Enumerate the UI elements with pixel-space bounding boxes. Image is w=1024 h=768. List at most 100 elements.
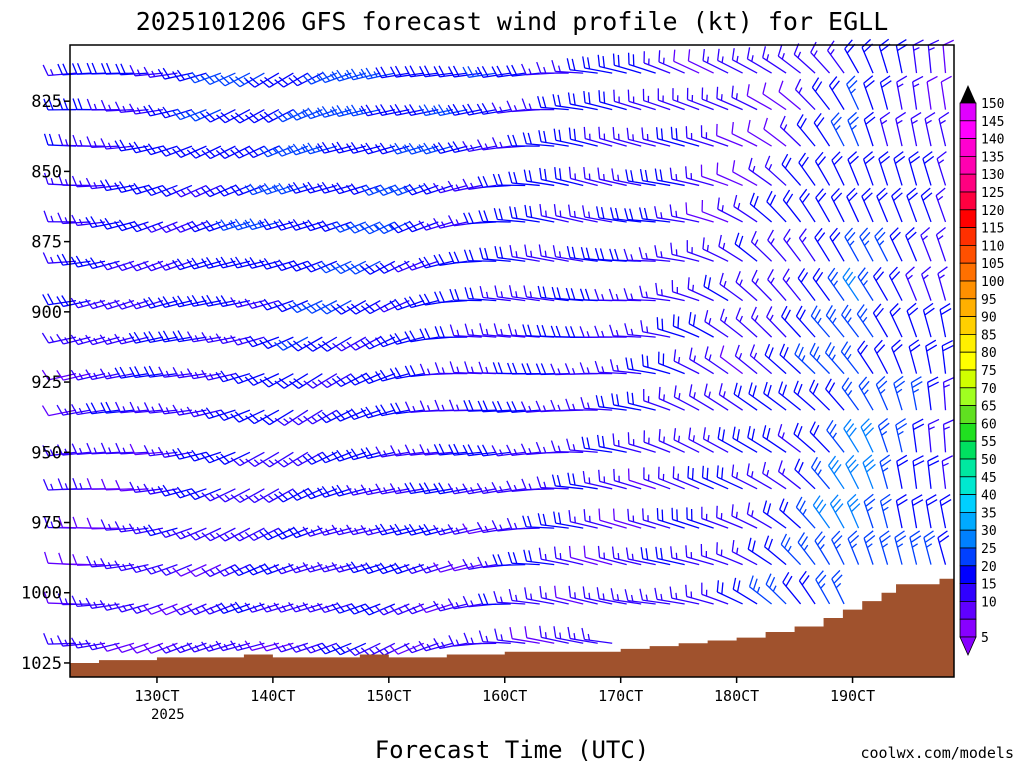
barb-full — [567, 92, 571, 105]
barb-full — [71, 175, 78, 188]
barb-full — [689, 347, 693, 360]
barb-full — [249, 374, 259, 384]
barb-full — [536, 61, 542, 74]
barb-staff — [862, 462, 874, 490]
barb-full — [468, 399, 474, 412]
barb-full — [878, 417, 888, 427]
barb-staff — [862, 158, 874, 186]
barb-half — [866, 506, 873, 512]
barb-half — [928, 426, 935, 430]
barb-full — [302, 304, 313, 314]
barb-full — [910, 535, 922, 543]
barb-full — [497, 173, 503, 186]
barb-half — [544, 553, 547, 561]
wind-barb — [655, 282, 685, 302]
wind-barb — [781, 305, 802, 338]
barb-full — [749, 344, 756, 356]
barb-full — [494, 285, 499, 298]
barb-half — [224, 533, 230, 540]
barb-full — [419, 363, 426, 375]
barb-half — [412, 405, 416, 413]
barb-staff — [658, 477, 685, 490]
barb-full — [536, 476, 542, 488]
barb-full — [434, 326, 440, 338]
x-tick-label: 130CT — [134, 687, 179, 705]
barb-full — [230, 114, 241, 124]
barb-full — [201, 567, 211, 577]
barb-full — [346, 341, 356, 351]
barb-full — [404, 365, 412, 377]
barb-full — [201, 641, 210, 652]
colorbar-label: 90 — [981, 311, 997, 326]
wind-barb — [433, 104, 468, 117]
barb-full — [598, 126, 601, 139]
barb-staff — [717, 438, 743, 453]
barb-half — [426, 643, 432, 650]
barb-half — [166, 225, 172, 232]
barb-half — [165, 646, 171, 652]
barb-full — [581, 627, 586, 640]
barb-full — [58, 516, 64, 528]
barb-full — [553, 626, 557, 638]
barb-half — [416, 145, 422, 152]
barb-full — [926, 499, 938, 507]
barb-full — [585, 247, 590, 260]
barb-staff — [687, 477, 714, 490]
barb-full — [259, 459, 270, 468]
wind-barb — [612, 53, 642, 74]
barb-half — [136, 406, 141, 413]
barb-full — [736, 429, 740, 441]
barb-full — [769, 576, 776, 589]
barb-full — [452, 141, 460, 152]
barb-full — [509, 206, 513, 218]
barb-full — [462, 595, 469, 608]
barb-full — [716, 542, 718, 554]
barb-full — [360, 340, 370, 350]
barb-staff — [812, 504, 831, 529]
barb-staff — [831, 578, 845, 605]
barb-full — [389, 483, 397, 494]
barb-full — [717, 197, 720, 210]
barb-full — [597, 167, 601, 180]
barb-full — [205, 147, 216, 157]
barb-full — [523, 285, 528, 298]
barb-staff — [845, 463, 860, 490]
barb-full — [346, 646, 356, 656]
wind-barb — [345, 561, 381, 574]
barb-full — [493, 208, 498, 220]
barb-full — [895, 418, 906, 426]
barb-full — [128, 184, 137, 195]
barb-half — [675, 210, 678, 218]
colorbar-label: 140 — [981, 133, 1004, 148]
wind-barb — [389, 260, 425, 273]
colorbar-swatch — [959, 583, 977, 602]
barb-half — [180, 531, 186, 538]
barb-half — [397, 449, 402, 456]
barb-half — [93, 301, 98, 308]
wind-barb — [670, 242, 700, 262]
barb-full — [215, 411, 225, 421]
barb-staff — [719, 356, 744, 375]
barb-staff — [829, 236, 845, 262]
barb-full — [921, 266, 932, 275]
wind-barb — [794, 458, 816, 490]
barb-full — [244, 565, 254, 576]
barb-staff — [921, 273, 932, 301]
wind-barb — [360, 562, 396, 575]
barb-half — [93, 103, 98, 111]
wind-barb — [566, 438, 598, 453]
wind-barb — [912, 418, 925, 453]
barb-full — [263, 298, 273, 309]
barb-half — [528, 483, 532, 490]
barb-full — [499, 246, 504, 259]
wind-barb — [781, 153, 802, 186]
barb-half — [912, 388, 920, 394]
barb-full — [896, 494, 907, 502]
barb-full — [767, 268, 774, 280]
barb-half — [722, 391, 726, 398]
barb-full — [408, 142, 417, 154]
barb-full — [404, 401, 411, 413]
barb-full — [524, 626, 528, 638]
barb-full — [702, 48, 705, 61]
wind-barb — [597, 167, 627, 187]
